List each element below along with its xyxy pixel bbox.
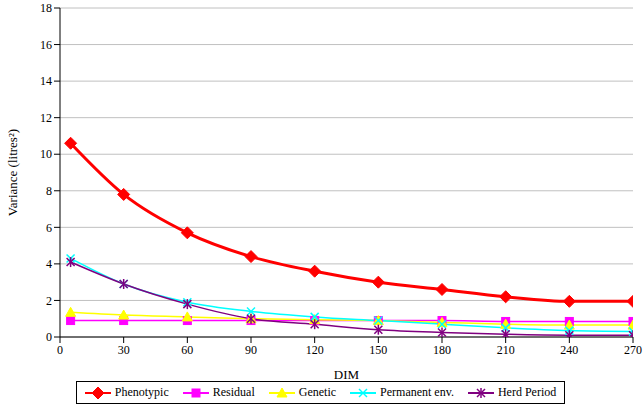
svg-text:14: 14 [40,74,52,88]
svg-text:DIM: DIM [334,367,360,382]
svg-text:30: 30 [118,343,130,357]
svg-text:6: 6 [46,221,52,235]
svg-text:150: 150 [369,343,387,357]
html-text:Genetic: Genetic [298,385,336,399]
svg-text:90: 90 [245,343,257,357]
svg-text:0: 0 [46,330,52,344]
svg-text:8: 8 [46,184,52,198]
svg-text:2: 2 [46,294,52,308]
svg-text:0: 0 [57,343,63,357]
svg-text:16: 16 [40,38,52,52]
html-text:Phenotypic: Phenotypic [114,385,169,399]
svg-text:60: 60 [181,343,193,357]
svg-text:10: 10 [40,147,52,161]
svg-text:4: 4 [46,257,52,271]
svg-text:120: 120 [306,343,324,357]
svg-text:270: 270 [624,343,635,357]
html-text:Residual: Residual [212,385,255,399]
svg-text:Variance (litres²): Variance (litres²) [8,129,20,216]
svg-text:210: 210 [497,343,515,357]
html-text:Herd Period: Herd Period [497,385,557,399]
svg-text:180: 180 [433,343,451,357]
svg-text:12: 12 [40,111,52,125]
svg-text:240: 240 [560,343,578,357]
html-text:Permanent env.: Permanent env. [380,385,454,399]
svg-text:18: 18 [40,1,52,15]
